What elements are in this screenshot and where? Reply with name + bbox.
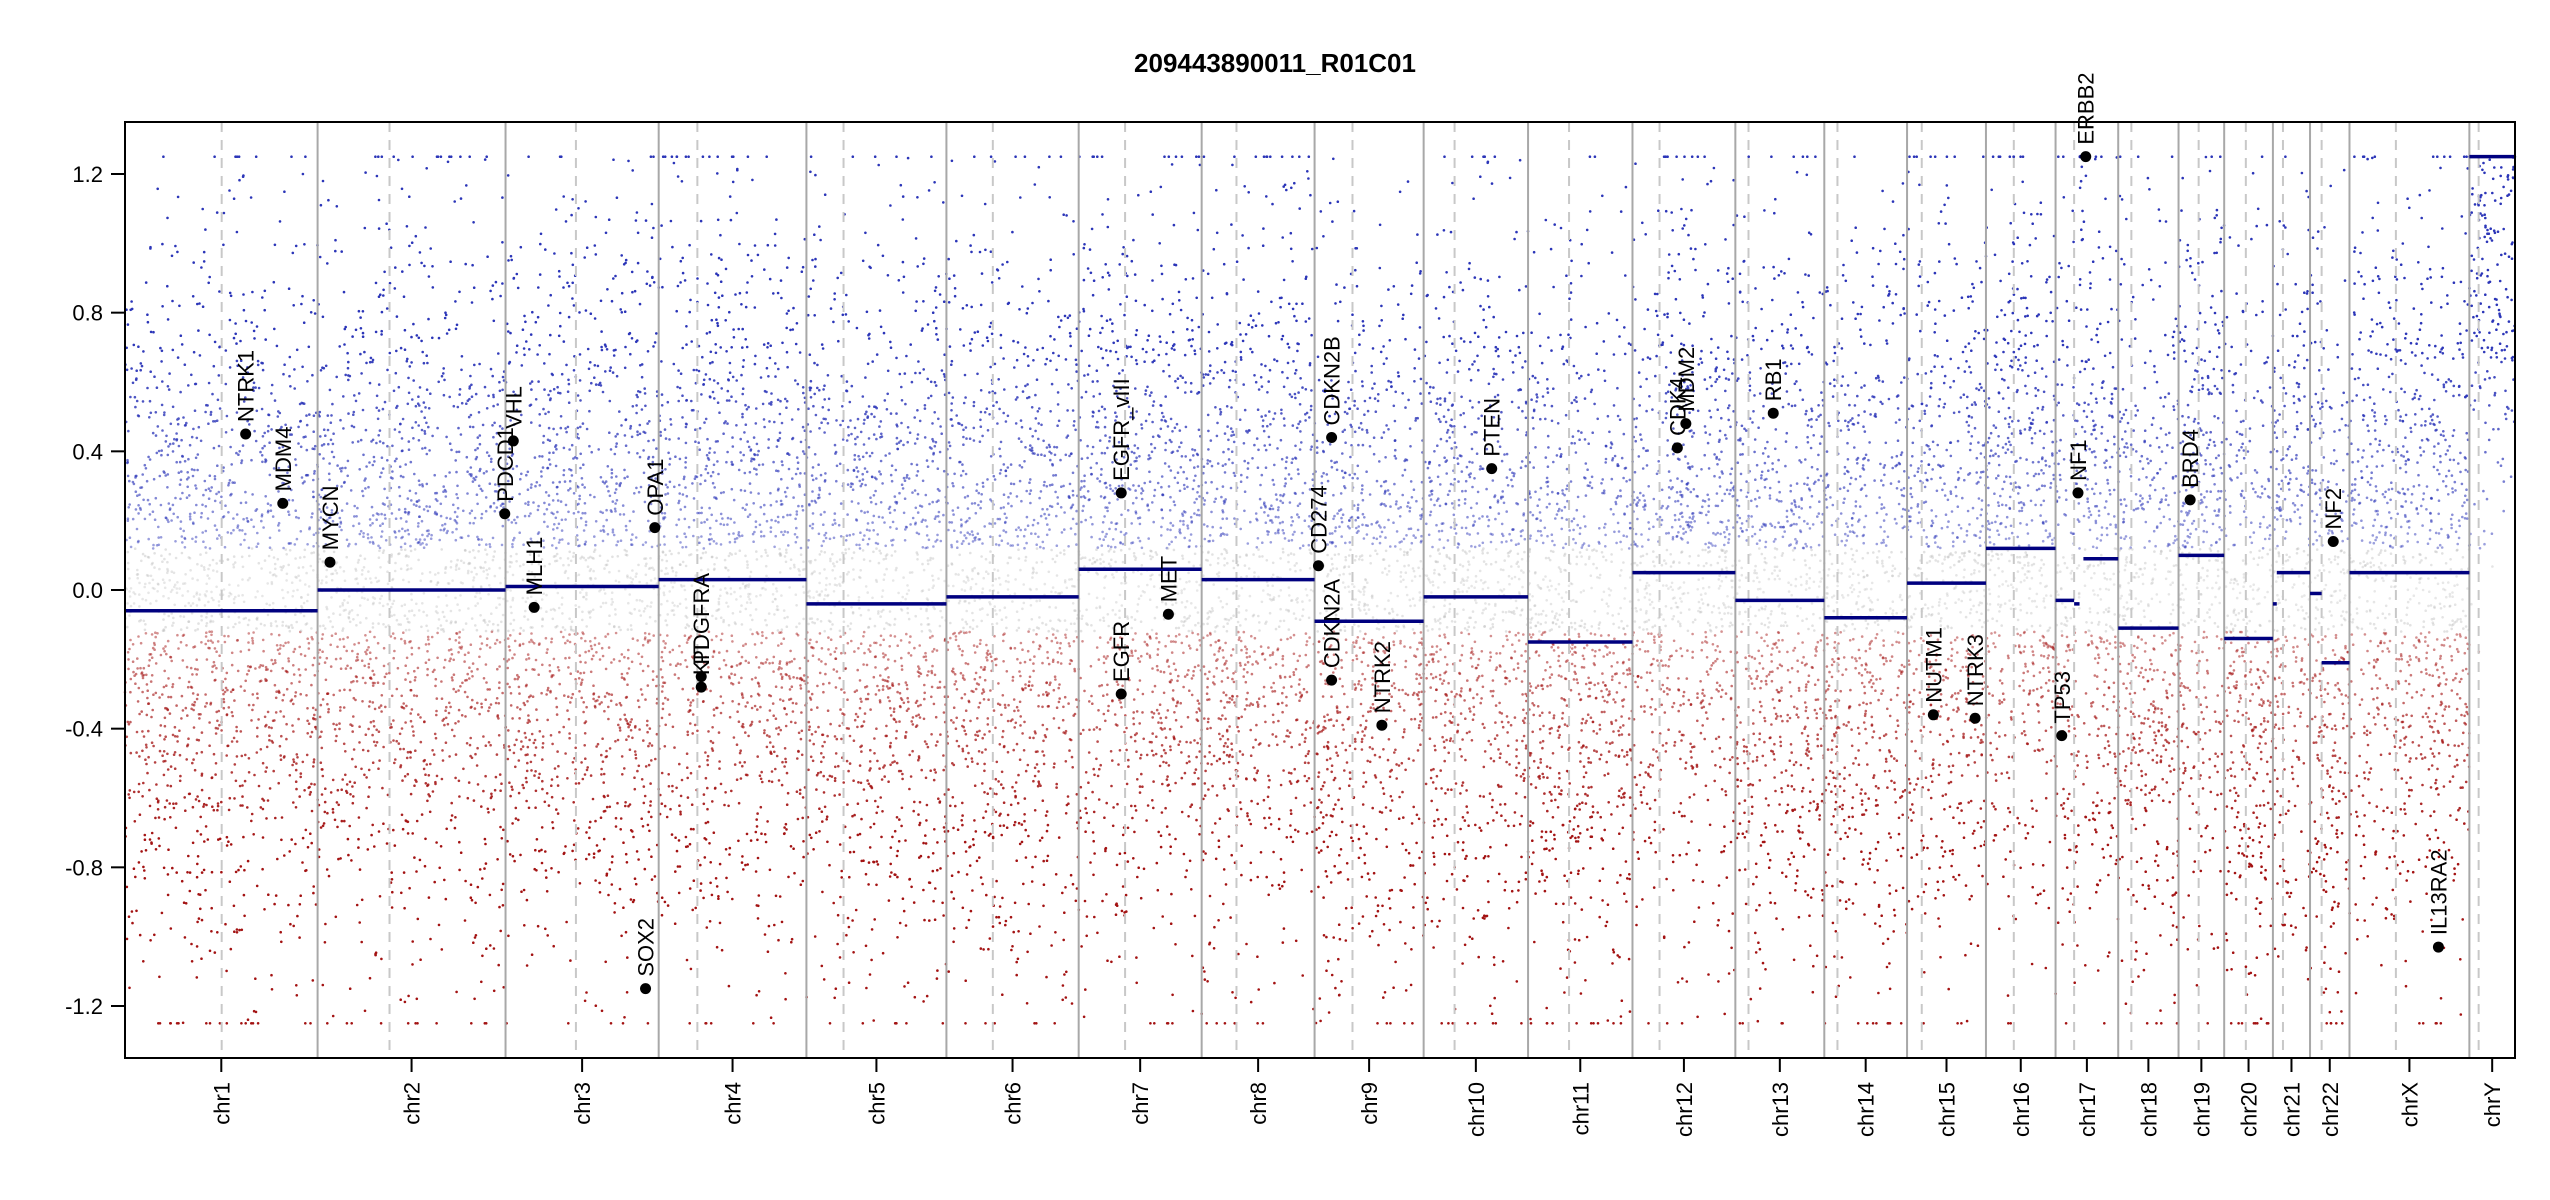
x-tick-label-chr14: chr14 (1854, 1082, 1879, 1137)
gene-marker-PTEN (1486, 463, 1498, 475)
gene-label-CD274: CD274 (1306, 485, 1331, 553)
gene-marker-NF2 (2327, 535, 2339, 547)
chromosome-grid (220, 122, 2480, 1058)
gene-marker-NUTM1 (1927, 709, 1939, 721)
gene-marker-PDGFRA (695, 671, 707, 683)
gene-marker-CDKN2B (1326, 431, 1338, 443)
x-tick-label-chr8: chr8 (1246, 1082, 1271, 1125)
gene-marker-IL13RA2 (2432, 941, 2444, 953)
gene-label-IL13RA2: IL13RA2 (2426, 849, 2451, 935)
x-tick-label-chr9: chr9 (1357, 1082, 1382, 1125)
y-tick-label: -1.2 (65, 994, 103, 1019)
x-tick-label-chrX: chrX (2397, 1082, 2422, 1128)
gene-marker-MYCN (324, 556, 336, 568)
gene-label-PTEN: PTEN (1480, 398, 1505, 457)
gene-marker-SOX2 (640, 983, 652, 995)
gene-label-NUTM1: NUTM1 (1921, 627, 1946, 703)
x-tick-label-chr6: chr6 (1001, 1082, 1026, 1125)
gene-marker-MDM4 (277, 497, 289, 509)
x-axis: chr1 chr2 chr3 chr4 chr5 chr6 chr7 chr8 chr9 chr1… (209, 1058, 2505, 1137)
gene-label-MDM4: MDM4 (271, 427, 296, 492)
gene-label-PDGFRA: PDGFRA (689, 573, 714, 665)
gene-marker-ERBB2 (2080, 151, 2092, 163)
x-tick-label-chr17: chr17 (2075, 1082, 2100, 1137)
x-tick-label-chr2: chr2 (400, 1082, 425, 1125)
x-tick-label-chr22: chr22 (2318, 1082, 2343, 1137)
y-tick-label: 0.4 (72, 439, 103, 464)
gene-label-NTRK3: NTRK3 (1963, 634, 1988, 706)
gene-label-CDKN2B: CDKN2B (1320, 336, 1345, 425)
gene-label-EGFR_vIII: EGFR_vIII (1109, 378, 1134, 481)
gene-marker-MDM2 (1680, 418, 1692, 430)
x-tick-label-chr1: chr1 (209, 1082, 234, 1125)
gene-label-SOX2: SOX2 (634, 918, 659, 977)
gene-label-TP53: TP53 (2050, 671, 2075, 724)
y-tick-label: 1.2 (72, 162, 103, 187)
gene-marker-CDKN2A (1326, 674, 1338, 686)
gene-label-MET: MET (1156, 556, 1181, 602)
x-tick-label-chrY: chrY (2480, 1082, 2505, 1128)
x-tick-label-chr16: chr16 (2009, 1082, 2034, 1137)
x-tick-label-chr20: chr20 (2237, 1082, 2262, 1137)
x-tick-label-chr13: chr13 (1768, 1082, 1793, 1137)
gene-marker-NTRK2 (1376, 719, 1388, 731)
gene-marker-CD274 (1312, 560, 1324, 572)
x-tick-label-chr4: chr4 (721, 1082, 746, 1125)
y-tick-label: 0.8 (72, 301, 103, 326)
gene-marker-EGFR (1115, 688, 1127, 700)
gene-marker-KIT (695, 681, 707, 693)
y-tick-label: 0.0 (72, 578, 103, 603)
gene-marker-PDCD1 (499, 508, 511, 520)
gene-label-MYCN: MYCN (318, 485, 343, 550)
x-tick-label-chr19: chr19 (2189, 1082, 2214, 1137)
segment-lines (125, 154, 2515, 665)
gene-label-OPA1: OPA1 (643, 459, 668, 516)
gene-label-NTRK1: NTRK1 (234, 350, 259, 422)
y-tick-label: -0.8 (65, 855, 103, 880)
gene-label-NF1: NF1 (2066, 439, 2091, 481)
gene-label-ERBB2: ERBB2 (2074, 73, 2099, 145)
x-tick-label-chr10: chr10 (1464, 1082, 1489, 1137)
gene-marker-VHL (507, 435, 519, 447)
x-tick-label-chr15: chr15 (1935, 1082, 1960, 1137)
gene-marker-TP53 (2056, 730, 2068, 742)
gene-marker-MLH1 (528, 601, 540, 613)
gene-marker-NF1 (2072, 487, 2084, 499)
chart-title: 209443890011_R01C01 (1134, 48, 1416, 78)
gene-marker-NTRK1 (240, 428, 252, 440)
gene-markers: NTRK1MDM4MYCNPDCD1VHLMLH1SOX2OPA1PDGFRAK… (234, 73, 2451, 995)
gene-label-MDM2: MDM2 (1674, 347, 1699, 412)
gene-label-VHL: VHL (501, 386, 526, 429)
x-tick-label-chr5: chr5 (864, 1082, 889, 1125)
gene-label-NTRK2: NTRK2 (1370, 641, 1395, 713)
y-axis: 1.2 0.8 0.4 0.0 -0.4 -0.8 -1.2 (65, 162, 125, 1019)
x-tick-label-chr7: chr7 (1128, 1082, 1153, 1125)
gene-marker-OPA1 (649, 522, 661, 534)
gene-marker-EGFR_vIII (1115, 487, 1127, 499)
gene-marker-BRD4 (2184, 494, 2196, 506)
gene-label-NF2: NF2 (2321, 488, 2346, 530)
gene-label-BRD4: BRD4 (2178, 429, 2203, 488)
x-tick-label-chr18: chr18 (2136, 1082, 2161, 1137)
gene-marker-NTRK3 (1969, 712, 1981, 724)
gene-label-CDKN2A: CDKN2A (1320, 579, 1345, 669)
x-tick-label-chr11: chr11 (1568, 1082, 1593, 1135)
gene-marker-CDK4 (1671, 442, 1683, 454)
x-tick-label-chr21: chr21 (2279, 1082, 2304, 1137)
gene-marker-MET (1162, 608, 1174, 620)
x-tick-label-chr12: chr12 (1672, 1082, 1697, 1137)
gene-label-RB1: RB1 (1761, 358, 1786, 401)
gene-label-MLH1: MLH1 (522, 537, 547, 596)
gene-label-KIT: KIT (689, 641, 714, 675)
gene-marker-RB1 (1767, 407, 1779, 419)
x-tick-label-chr3: chr3 (570, 1082, 595, 1125)
y-tick-label: -0.4 (65, 717, 103, 742)
gene-label-EGFR: EGFR (1109, 621, 1134, 682)
